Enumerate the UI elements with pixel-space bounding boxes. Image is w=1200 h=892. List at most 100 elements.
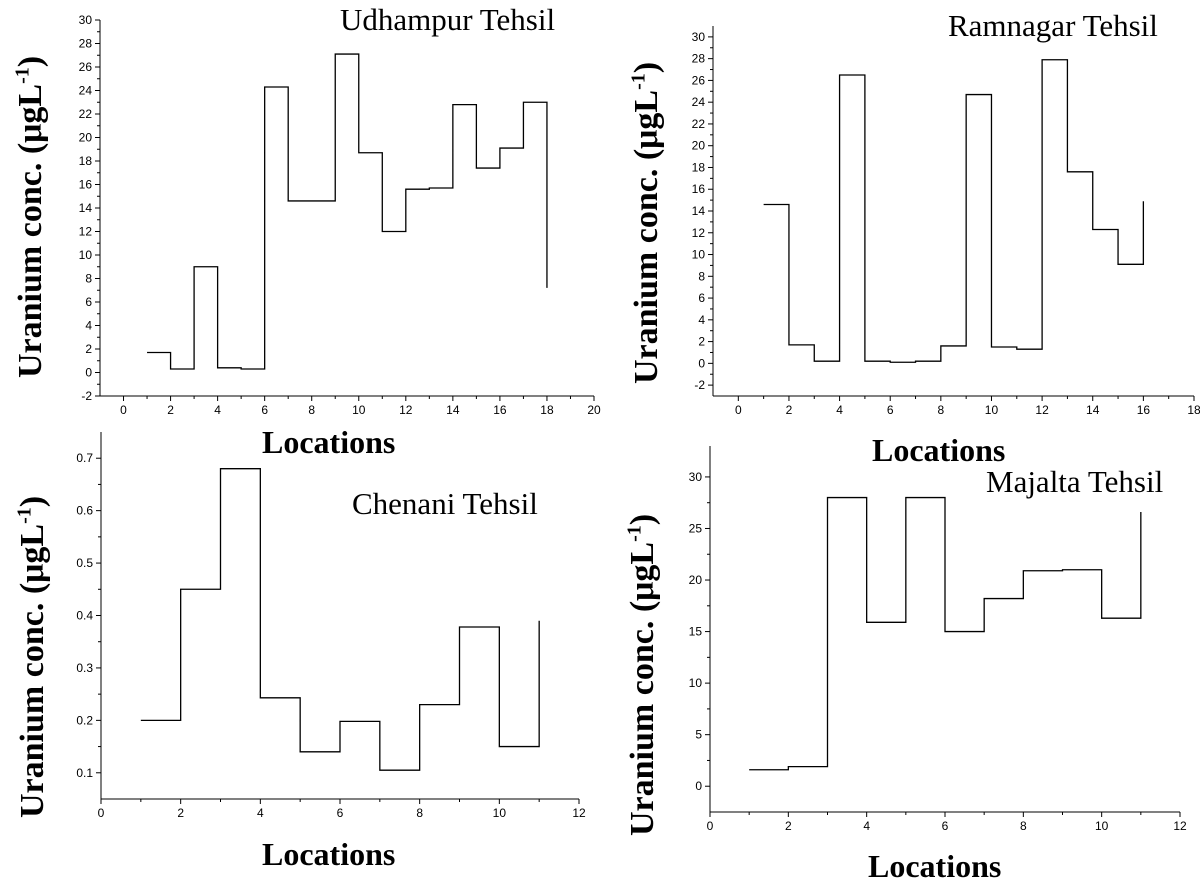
chenani-panel: 0.1 0.2 0.3 0.4 0.5 0.6 0.7 0 2 4 6 8 10 12 Chenani T… [0,432,600,892]
udhampur-panel: -2 0 2 4 6 8 10 12 14 16 18 20 22 24 26 28 30 0 2 4 6 8 10 12 14… [0,0,601,460]
x-tick-label: 8 [937,403,944,417]
y-tick-label: 0.2 [76,713,93,727]
majalta-title: Majalta Tehsil [986,464,1164,499]
majalta-y-axis-label: Uranium conc. (μgL-1) [623,513,661,836]
y-tick-label: 8 [698,269,705,283]
y-tick-label: 20 [79,131,93,145]
y-tick-label: 0.6 [76,504,93,518]
y-tick-label: 6 [85,295,92,309]
chenani-y-axis-label: Uranium conc. (μgL-1) [13,495,51,818]
x-tick-label: 14 [1086,403,1100,417]
y-tick-label: 24 [692,95,706,109]
x-tick-label: 6 [942,819,949,833]
majalta-x-axis-label: Locations [868,848,1002,884]
series-line [763,59,1145,363]
x-tick-label: 0 [120,403,127,417]
y-tick-label: 0 [85,366,92,380]
x-tick-label: 12 [1173,819,1187,833]
y-tick-label: 0.7 [76,451,93,465]
y-tick-label: 0.4 [76,609,93,623]
y-tick-label: 18 [692,160,706,174]
y-tick-label: 26 [692,73,706,87]
y-tick-label: 20 [692,139,706,153]
x-tick-label: 6 [261,403,268,417]
y-tick-label: 12 [692,226,706,240]
x-tick-label: 14 [446,403,460,417]
x-tick-label: 16 [493,403,507,417]
y-tick-label: 8 [85,272,92,286]
x-tick-label: 8 [1020,819,1027,833]
y-tick-label: 2 [85,342,92,356]
y-tick-label: 4 [85,319,92,333]
x-tick-label: 8 [308,403,315,417]
y-tick-label: 20 [689,573,703,587]
x-tick-label: 12 [572,806,586,820]
y-tick-label: 0 [695,779,702,793]
x-tick-label: 0 [735,403,742,417]
y-tick-label: 18 [79,154,93,168]
x-tick-label: 8 [416,806,423,820]
udhampur-x-axis-label: Locations [262,424,396,460]
ramnagar-title: Ramnagar Tehsil [948,8,1158,43]
y-tick-label: 0.5 [76,556,93,570]
y-tick-label: 2 [698,335,705,349]
udhampur-y-axis-label: Uranium conc. (μgL-1) [11,55,49,378]
y-tick-label: 25 [689,521,703,535]
x-tick-label: 20 [587,403,601,417]
y-tick-label: 30 [689,470,703,484]
y-tick-label: 5 [695,728,702,742]
y-tick-label: -2 [694,378,705,392]
x-tick-label: 10 [985,403,999,417]
x-tick-label: 10 [493,806,507,820]
x-tick-label: 2 [167,403,174,417]
x-tick-label: 2 [786,403,793,417]
x-tick-label: 10 [1095,819,1109,833]
x-tick-label: 4 [863,819,870,833]
y-tick-label: 10 [79,248,93,262]
chenani-title: Chenani Tehsil [352,486,538,521]
y-tick-label: 6 [698,291,705,305]
series-line [147,53,548,370]
x-tick-label: 12 [399,403,413,417]
y-tick-label: 24 [79,84,93,98]
y-tick-label: 30 [692,30,706,44]
x-tick-label: 18 [1187,403,1200,417]
ramnagar-x-axis-label: Locations [872,432,1006,468]
y-tick-label: 10 [692,248,706,262]
y-tick-label: -2 [81,389,92,403]
y-tick-label: 30 [79,13,93,27]
x-tick-label: 2 [785,819,792,833]
x-tick-label: 6 [337,806,344,820]
x-tick-label: 16 [1137,403,1151,417]
y-tick-label: 0 [698,356,705,370]
y-tick-label: 4 [698,313,705,327]
y-tick-label: 0.1 [76,766,93,780]
series-line [140,468,540,771]
chenani-chart: 0.1 0.2 0.3 0.4 0.5 0.6 0.7 0 2 4 6 8 10 12 [76,432,586,820]
udhampur-title: Udhampur Tehsil [340,2,556,37]
x-tick-label: 10 [352,403,366,417]
x-tick-label: 4 [257,806,264,820]
ramnagar-panel: -2 0 2 4 6 8 10 12 14 16 18 20 22 24 26 28 30 0 2 4 6 8 10 12 14… [600,0,1200,468]
x-tick-label: 12 [1035,403,1049,417]
x-tick-label: 0 [707,819,714,833]
y-tick-label: 15 [689,625,703,639]
x-tick-label: 18 [540,403,554,417]
y-tick-label: 28 [692,52,706,66]
y-tick-label: 0.3 [76,661,93,675]
ramnagar-y-axis-label: Uranium conc. (μgL-1) [627,61,665,384]
chenani-x-axis-label: Locations [262,836,396,872]
majalta-chart: 0 5 10 15 20 25 30 0 2 4 6 8 10 12 [689,446,1187,833]
x-tick-label: 6 [887,403,894,417]
y-tick-label: 26 [79,60,93,74]
y-tick-label: 12 [79,225,93,239]
y-tick-label: 22 [79,107,93,121]
y-tick-label: 16 [79,178,93,192]
y-tick-label: 16 [692,182,706,196]
y-tick-label: 14 [79,201,93,215]
y-tick-label: 22 [692,117,706,131]
y-tick-label: 10 [689,676,703,690]
x-tick-label: 4 [836,403,843,417]
majalta-panel: 0 5 10 15 20 25 30 0 2 4 6 8 10 12 Majalta Tehsil Ura… [600,446,1200,892]
